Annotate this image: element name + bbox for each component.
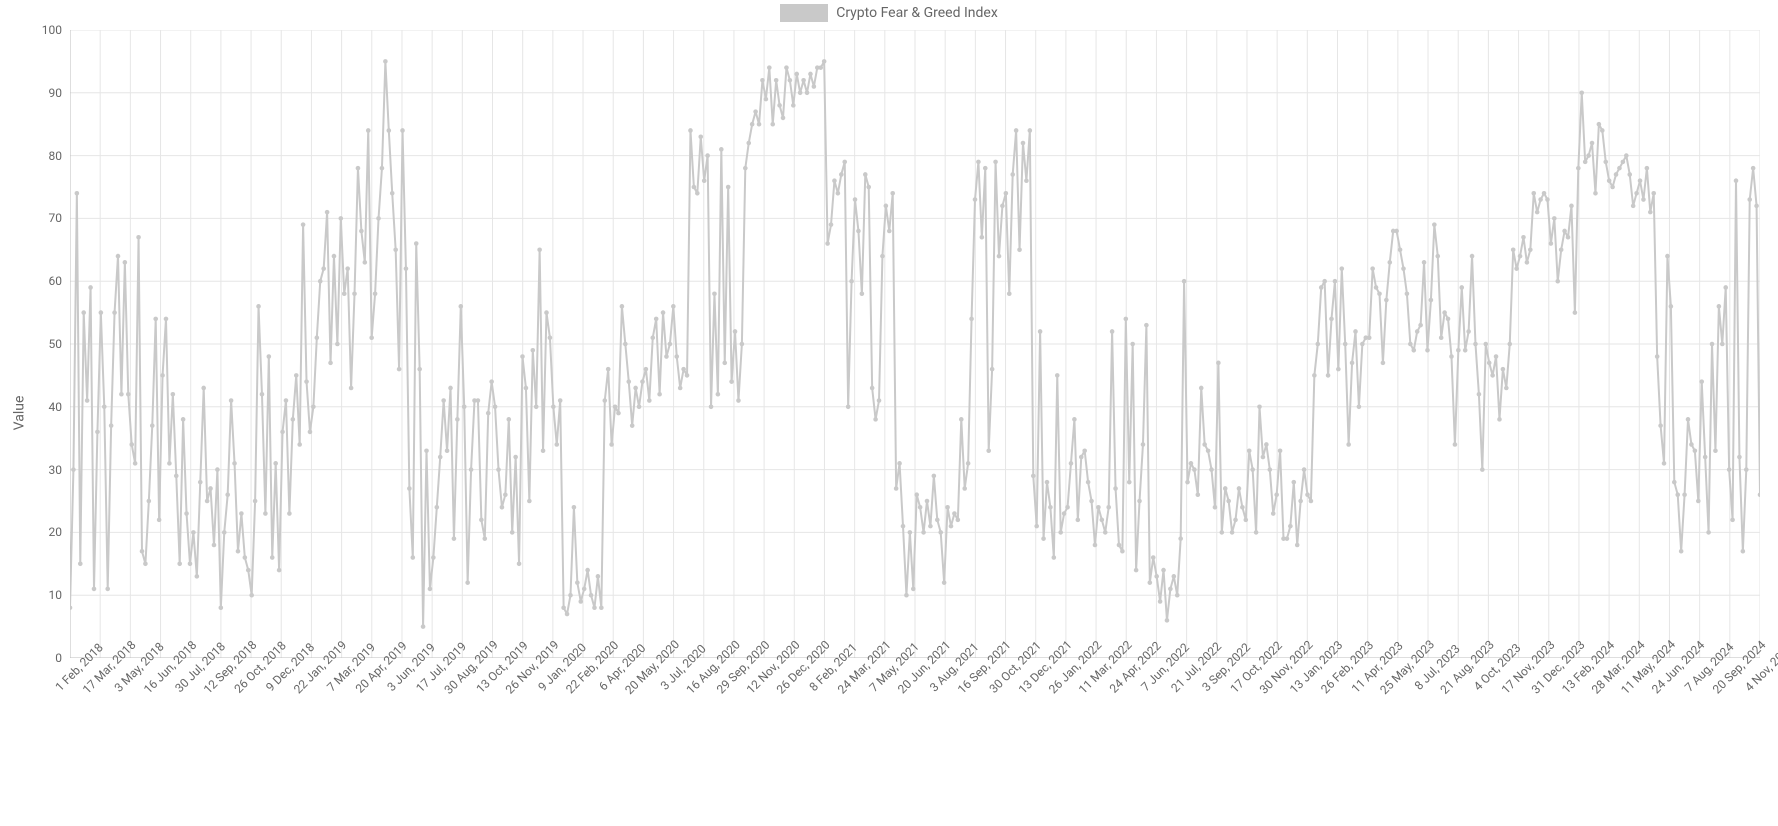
y-tick-label: 30 bbox=[49, 463, 71, 477]
y-axis-label: Value bbox=[11, 396, 27, 431]
plot-svg bbox=[70, 30, 1760, 658]
y-tick-label: 100 bbox=[42, 23, 70, 37]
y-tick-label: 10 bbox=[49, 588, 71, 602]
y-tick-label: 40 bbox=[49, 400, 71, 414]
y-tick-label: 70 bbox=[49, 211, 71, 225]
plot-area: 01020304050607080901001 Feb, 201817 Mar,… bbox=[70, 30, 1760, 658]
y-tick-label: 90 bbox=[49, 86, 71, 100]
chart-container: Crypto Fear & Greed Index Value 01020304… bbox=[0, 0, 1778, 826]
y-tick-label: 80 bbox=[49, 149, 71, 163]
legend: Crypto Fear & Greed Index bbox=[0, 4, 1778, 26]
y-tick-label: 20 bbox=[49, 525, 71, 539]
y-tick-label: 60 bbox=[49, 274, 71, 288]
y-tick-label: 50 bbox=[49, 337, 71, 351]
legend-swatch bbox=[780, 4, 828, 22]
legend-label: Crypto Fear & Greed Index bbox=[836, 5, 998, 21]
